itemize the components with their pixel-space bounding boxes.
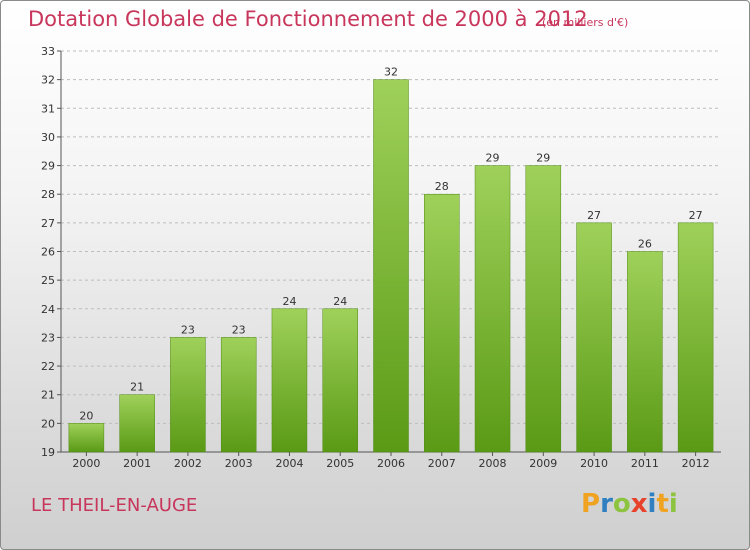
y-tick-label: 33 — [41, 45, 55, 58]
data-label: 24 — [282, 295, 296, 308]
x-tick-label: 2006 — [377, 457, 405, 470]
data-label: 32 — [384, 66, 398, 79]
x-tick-label: 2003 — [225, 457, 253, 470]
bar-2001 — [119, 394, 155, 453]
data-label: 23 — [181, 323, 195, 336]
data-label: 29 — [486, 152, 500, 165]
y-tick-label: 32 — [41, 74, 55, 87]
y-tick-label: 21 — [41, 389, 55, 402]
bar-2012 — [677, 222, 714, 453]
logo-letter: i — [668, 489, 678, 519]
bar-2009 — [525, 165, 562, 453]
x-tick-label: 2007 — [428, 457, 456, 470]
logo-letter: i — [647, 489, 657, 519]
data-label: 21 — [130, 381, 144, 394]
data-label: 29 — [536, 152, 550, 165]
x-tick-label: 2009 — [529, 457, 557, 470]
bar-2006 — [373, 79, 409, 453]
y-tick-label: 30 — [41, 131, 55, 144]
data-label: 27 — [689, 209, 703, 222]
logo-letter: r — [600, 489, 613, 519]
chart-title: Dotation Globale de Fonctionnement de 20… — [28, 7, 588, 31]
bar-2008 — [474, 165, 511, 453]
bar-2007 — [424, 193, 460, 453]
data-label: 28 — [435, 180, 449, 193]
y-tick-label: 28 — [41, 188, 55, 201]
y-tick-label: 23 — [41, 331, 55, 344]
y-tick-label: 19 — [41, 446, 55, 459]
y-tick-label: 29 — [41, 160, 55, 173]
logo-letter: o — [612, 489, 631, 519]
x-tick-label: 2004 — [275, 457, 303, 470]
bar-2003 — [220, 337, 257, 453]
data-label: 26 — [638, 238, 652, 251]
y-tick-label: 27 — [41, 217, 55, 230]
bar-2010 — [576, 222, 612, 453]
data-label: 24 — [333, 295, 347, 308]
bars — [68, 79, 714, 453]
x-tick-label: 2008 — [479, 457, 507, 470]
data-label: 27 — [587, 209, 601, 222]
bar-2004 — [271, 308, 308, 453]
y-tick-label: 25 — [41, 274, 55, 287]
y-tick-label: 24 — [41, 303, 55, 316]
data-label: 23 — [232, 323, 246, 336]
x-tick-label: 2001 — [123, 457, 151, 470]
logo-letter: t — [656, 489, 669, 519]
bar-2002 — [170, 337, 206, 453]
x-tick-label: 2010 — [580, 457, 608, 470]
bar-2000 — [68, 423, 105, 453]
bar-2005 — [322, 308, 358, 453]
commune-name: LE THEIL-EN-AUGE — [31, 495, 198, 516]
y-tick-label: 31 — [41, 102, 55, 115]
x-tick-label: 2005 — [326, 457, 354, 470]
y-tick-label: 26 — [41, 246, 55, 259]
axes: 19 20 21 22 23 24 25 26 27 28 29 30 31 32 33 2000 2001 20… — [41, 45, 721, 470]
y-tick-label: 22 — [41, 360, 55, 373]
x-tick-label: 2011 — [631, 457, 659, 470]
x-tick-label: 2012 — [682, 457, 710, 470]
data-label: 20 — [79, 409, 93, 422]
proxiti-logo: Proxiti — [581, 489, 678, 519]
logo-letter: x — [630, 489, 648, 519]
x-tick-label: 2000 — [72, 457, 100, 470]
chart-subtitle: (en milliers d'€) — [542, 16, 629, 29]
y-tick-label: 20 — [41, 417, 55, 430]
data-labels: 20 21 23 23 24 24 32 28 29 29 27 26 27 — [79, 66, 702, 423]
bar-2011 — [627, 251, 663, 453]
logo-letter: P — [581, 489, 601, 519]
x-tick-label: 2002 — [174, 457, 202, 470]
